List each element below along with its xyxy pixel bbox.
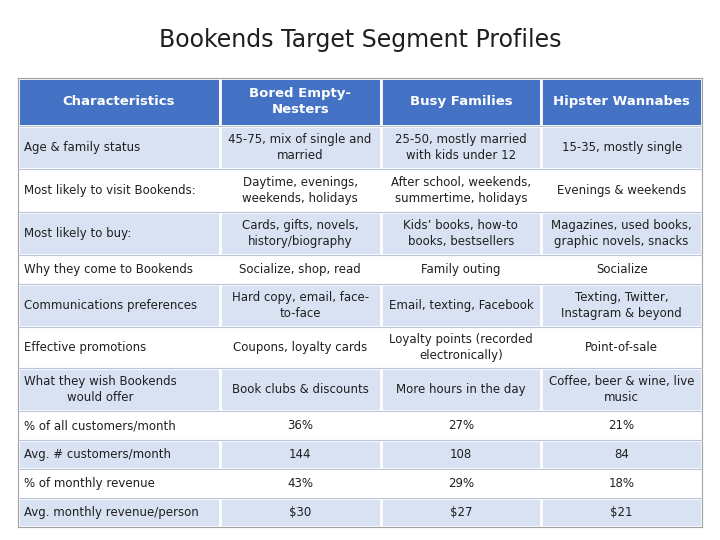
- Bar: [220, 327, 380, 368]
- Bar: [18, 368, 220, 411]
- Text: Magazines, used books,
graphic novels, snacks: Magazines, used books, graphic novels, s…: [552, 219, 692, 248]
- Text: Avg. # customers/month: Avg. # customers/month: [24, 448, 171, 461]
- Bar: [18, 212, 220, 255]
- Text: Effective promotions: Effective promotions: [24, 341, 146, 354]
- Bar: [380, 498, 541, 526]
- Text: What they wish Bookends
would offer: What they wish Bookends would offer: [24, 375, 176, 404]
- Text: 18%: 18%: [608, 477, 634, 490]
- Text: 43%: 43%: [287, 477, 313, 490]
- Bar: [18, 78, 220, 126]
- Text: Daytime, evenings,
weekends, holidays: Daytime, evenings, weekends, holidays: [242, 176, 358, 205]
- Bar: [18, 126, 220, 169]
- Text: Cards, gifts, novels,
history/biography: Cards, gifts, novels, history/biography: [242, 219, 359, 248]
- Text: Family outing: Family outing: [421, 263, 500, 276]
- Text: $30: $30: [289, 505, 311, 518]
- Text: Why they come to Bookends: Why they come to Bookends: [24, 263, 193, 276]
- Text: Loyalty points (recorded
electronically): Loyalty points (recorded electronically): [389, 333, 533, 362]
- Bar: [380, 411, 541, 440]
- Text: 84: 84: [614, 448, 629, 461]
- Bar: [220, 368, 380, 411]
- Bar: [380, 126, 541, 169]
- Bar: [220, 212, 380, 255]
- Bar: [380, 469, 541, 498]
- Text: Age & family status: Age & family status: [24, 141, 140, 154]
- Bar: [541, 411, 702, 440]
- Bar: [220, 169, 380, 212]
- Bar: [380, 78, 541, 126]
- Bar: [541, 284, 702, 327]
- Bar: [380, 284, 541, 327]
- Bar: [18, 327, 220, 368]
- Bar: [18, 169, 220, 212]
- Text: 21%: 21%: [608, 419, 635, 432]
- Bar: [220, 284, 380, 327]
- Bar: [541, 327, 702, 368]
- Bar: [18, 498, 220, 526]
- Bar: [380, 212, 541, 255]
- Text: $21: $21: [611, 505, 633, 518]
- Bar: [220, 498, 380, 526]
- Bar: [18, 440, 220, 469]
- Text: 29%: 29%: [448, 477, 474, 490]
- Text: 25-50, mostly married
with kids under 12: 25-50, mostly married with kids under 12: [395, 133, 527, 161]
- Text: 45-75, mix of single and
married: 45-75, mix of single and married: [228, 133, 372, 161]
- Text: 108: 108: [450, 448, 472, 461]
- Bar: [541, 126, 702, 169]
- Bar: [380, 255, 541, 284]
- Bar: [541, 169, 702, 212]
- Bar: [541, 440, 702, 469]
- Text: 27%: 27%: [448, 419, 474, 432]
- Bar: [220, 440, 380, 469]
- Bar: [380, 368, 541, 411]
- Bar: [380, 327, 541, 368]
- Text: % of monthly revenue: % of monthly revenue: [24, 477, 155, 490]
- Text: Most likely to visit Bookends:: Most likely to visit Bookends:: [24, 184, 196, 197]
- Text: 36%: 36%: [287, 419, 313, 432]
- Text: Coupons, loyalty cards: Coupons, loyalty cards: [233, 341, 367, 354]
- Bar: [541, 78, 702, 126]
- Text: Characteristics: Characteristics: [63, 96, 175, 109]
- Text: More hours in the day: More hours in the day: [396, 383, 526, 396]
- Text: Evenings & weekends: Evenings & weekends: [557, 184, 686, 197]
- Text: Book clubs & discounts: Book clubs & discounts: [232, 383, 369, 396]
- Text: Bored Empty-
Nesters: Bored Empty- Nesters: [249, 87, 351, 117]
- Bar: [541, 368, 702, 411]
- Bar: [541, 212, 702, 255]
- Bar: [541, 498, 702, 526]
- Text: Avg. monthly revenue/person: Avg. monthly revenue/person: [24, 505, 199, 518]
- Bar: [220, 411, 380, 440]
- Bar: [18, 255, 220, 284]
- Bar: [380, 169, 541, 212]
- Text: 15-35, mostly single: 15-35, mostly single: [562, 141, 682, 154]
- Text: Busy Families: Busy Families: [410, 96, 512, 109]
- Text: Point-of-sale: Point-of-sale: [585, 341, 658, 354]
- Text: Socialize, shop, read: Socialize, shop, read: [239, 263, 361, 276]
- Bar: [541, 255, 702, 284]
- Text: Coffee, beer & wine, live
music: Coffee, beer & wine, live music: [549, 375, 694, 404]
- Text: Socialize: Socialize: [595, 263, 647, 276]
- Text: Kids’ books, how-to
books, bestsellers: Kids’ books, how-to books, bestsellers: [403, 219, 518, 248]
- Bar: [220, 78, 380, 126]
- Bar: [18, 469, 220, 498]
- Text: 144: 144: [289, 448, 311, 461]
- Text: After school, weekends,
summertime, holidays: After school, weekends, summertime, holi…: [391, 176, 531, 205]
- Text: Communications preferences: Communications preferences: [24, 299, 197, 312]
- Bar: [220, 469, 380, 498]
- Text: $27: $27: [449, 505, 472, 518]
- Text: Bookends Target Segment Profiles: Bookends Target Segment Profiles: [158, 29, 562, 52]
- Bar: [380, 440, 541, 469]
- Text: % of all customers/month: % of all customers/month: [24, 419, 176, 432]
- Text: Texting, Twitter,
Instagram & beyond: Texting, Twitter, Instagram & beyond: [562, 291, 682, 320]
- Text: Hipster Wannabes: Hipster Wannabes: [553, 96, 690, 109]
- Text: Hard copy, email, face-
to-face: Hard copy, email, face- to-face: [232, 291, 369, 320]
- Bar: [541, 469, 702, 498]
- Text: Email, texting, Facebook: Email, texting, Facebook: [389, 299, 534, 312]
- Bar: [220, 126, 380, 169]
- Bar: [18, 284, 220, 327]
- Bar: [18, 411, 220, 440]
- Bar: [220, 255, 380, 284]
- Text: Most likely to buy:: Most likely to buy:: [24, 227, 131, 240]
